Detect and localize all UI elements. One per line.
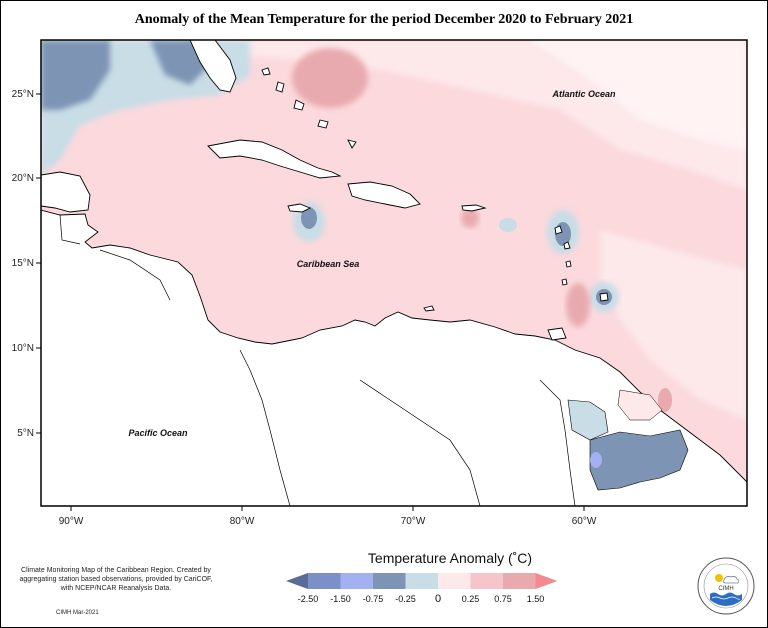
anomaly-warm-bahamas bbox=[292, 48, 368, 108]
legend-arrow-left bbox=[286, 573, 308, 589]
anomaly-warm-guyana bbox=[658, 388, 672, 412]
legend-swatch bbox=[308, 573, 341, 589]
anomaly-warm-lesser-antilles bbox=[566, 283, 590, 327]
land-hispaniola bbox=[347, 181, 421, 209]
land-bahamas bbox=[317, 119, 329, 129]
tick-marks bbox=[36, 93, 585, 511]
x-tick-label: 70°W bbox=[401, 516, 426, 527]
anomaly-guiana bbox=[59, 214, 689, 506]
map-footnote: Climate Monitoring Map of the Caribbean … bbox=[19, 567, 213, 592]
legend-label: -0.75 bbox=[363, 594, 384, 604]
legend-label: -1.50 bbox=[330, 594, 351, 604]
land-lesser-antilles bbox=[563, 241, 571, 250]
legend-swatch bbox=[470, 573, 503, 589]
y-tick-label: 20°N bbox=[12, 173, 34, 184]
legend-label: 0.75 bbox=[494, 594, 512, 604]
anomaly-cold-guiana bbox=[589, 429, 689, 491]
border-line bbox=[59, 214, 81, 245]
legend-swatch bbox=[438, 573, 471, 589]
map-credit: CIMH Mar-2021 bbox=[56, 610, 99, 616]
land-lesser-antilles bbox=[565, 260, 572, 268]
legend-swatch bbox=[405, 573, 438, 589]
land-bahamas bbox=[293, 99, 305, 111]
border-line bbox=[239, 349, 291, 506]
legend-arrow-right bbox=[535, 573, 558, 589]
land-lesser-antilles bbox=[599, 292, 609, 302]
logo-text: CIMH bbox=[718, 586, 733, 592]
y-tick-label: 10°N bbox=[12, 343, 34, 354]
label-caribbean-sea: Caribbean Sea bbox=[297, 259, 360, 269]
land-masses bbox=[41, 40, 747, 506]
map-title: Anomaly of the Mean Temperature for the … bbox=[134, 12, 634, 27]
land-lesser-antilles bbox=[554, 225, 563, 235]
land-jamaica bbox=[287, 203, 312, 213]
land-trinidad bbox=[547, 327, 567, 341]
cimh-logo: CIMH bbox=[697, 557, 755, 615]
anomaly-cool-spot bbox=[499, 218, 517, 232]
legend-swatch bbox=[503, 573, 536, 589]
anomaly-cooler-guiana bbox=[590, 452, 602, 468]
legend-label: -0.25 bbox=[395, 594, 416, 604]
y-tick-label: 25°N bbox=[12, 89, 34, 100]
legend-swatch bbox=[340, 573, 373, 589]
legend-label: 0.25 bbox=[462, 594, 480, 604]
anomaly-zone-light-east bbox=[600, 230, 747, 420]
y-tick-label: 5°N bbox=[17, 428, 34, 439]
anomaly-cold-jamaica bbox=[301, 207, 317, 229]
border-line bbox=[539, 379, 576, 506]
legend-label: 1.50 bbox=[527, 594, 545, 604]
x-tick-label: 90°W bbox=[59, 516, 84, 527]
land-yucatan bbox=[41, 171, 91, 213]
anomaly-cool-guiana bbox=[567, 399, 609, 441]
border-line bbox=[99, 249, 171, 301]
land-cuba bbox=[207, 139, 342, 179]
anomaly-zone-lighter bbox=[530, 40, 747, 150]
label-pacific-ocean: Pacific Ocean bbox=[128, 428, 188, 438]
legend-label: 0 bbox=[435, 593, 441, 605]
cimh-sun-cloud-wave-icon bbox=[710, 574, 742, 606]
anomaly-warm-spot bbox=[461, 208, 479, 228]
x-tick-label: 80°W bbox=[230, 516, 255, 527]
anomaly-light-guiana bbox=[617, 389, 663, 421]
land-bahamas bbox=[275, 81, 285, 93]
label-atlantic-ocean: Atlantic Ocean bbox=[551, 89, 616, 99]
land-florida bbox=[189, 40, 237, 93]
y-tick-label: 15°N bbox=[12, 258, 34, 269]
plot-border bbox=[40, 39, 748, 507]
legend-title: Temperature Anomaly (˚C) bbox=[367, 550, 533, 566]
land-puerto-rico bbox=[461, 204, 487, 212]
legend-swatch bbox=[373, 573, 406, 589]
land-bahamas bbox=[347, 139, 357, 149]
land-central-america bbox=[41, 209, 747, 506]
x-tick-label: 60°W bbox=[572, 516, 597, 527]
legend-colorbar: -2.50 -1.50 -0.75 -0.25 0 0.25 0.75 1.50 bbox=[286, 573, 558, 605]
legend-label: -2.50 bbox=[298, 594, 319, 604]
anomaly-zone-cold-gulf bbox=[41, 40, 110, 110]
land-lesser-antilles bbox=[561, 278, 568, 286]
land-bahamas bbox=[261, 67, 271, 76]
land-abc-islands bbox=[423, 305, 435, 312]
border-line bbox=[359, 379, 481, 506]
anomaly-zone-light bbox=[41, 40, 747, 190]
